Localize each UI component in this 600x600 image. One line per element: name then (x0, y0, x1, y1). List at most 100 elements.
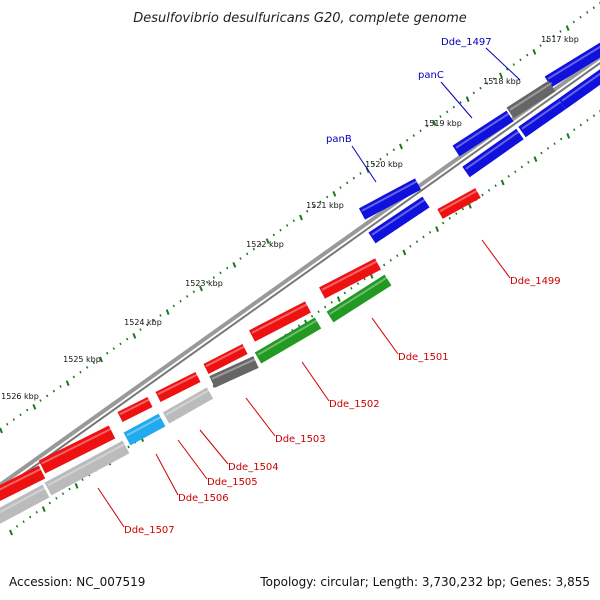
gene-arrow-highlight (509, 81, 553, 111)
tick-mark (452, 105, 456, 109)
gene-label[interactable]: panB (326, 134, 352, 145)
gene-label[interactable]: Dde_1505 (207, 477, 258, 488)
tick-mark (573, 128, 576, 132)
tick-mark (345, 181, 349, 185)
gene-arrow-highlight (0, 467, 43, 491)
tick-mark (392, 148, 396, 152)
tick-mark (465, 96, 470, 103)
gene-arrow (437, 188, 481, 219)
tick-mark (59, 385, 62, 388)
tick-mark (559, 30, 562, 33)
tick-mark (68, 487, 71, 491)
gene-arrow-highlight (119, 398, 151, 416)
tick-mark (81, 478, 84, 482)
tick-mark (22, 520, 25, 524)
tick-mark (165, 309, 170, 316)
kbp-label: 1526 kbp (1, 392, 39, 401)
tick-mark (356, 282, 360, 286)
gene-label[interactable]: Dde_1507 (124, 525, 175, 536)
label-leader (199, 429, 229, 465)
tick-mark (492, 77, 496, 81)
tick-mark (105, 351, 109, 355)
gene-arrow-highlight (47, 442, 127, 487)
tick-mark (212, 276, 216, 279)
tick-mark (586, 118, 589, 122)
tick-mark (41, 506, 46, 513)
tick-mark (132, 332, 137, 339)
tick-mark (553, 142, 556, 146)
tick-mark (422, 235, 425, 239)
tick-mark (79, 370, 82, 374)
tick-mark (343, 291, 347, 295)
label-leader (177, 439, 208, 480)
tick-mark (461, 207, 465, 211)
tick-mark (292, 219, 296, 223)
tick-mark (435, 226, 440, 233)
tick-mark (205, 280, 209, 284)
gene-label[interactable]: Dde_1501 (398, 352, 449, 363)
tick-mark (559, 137, 563, 141)
map-title: Desulfovibrio desulfuricans G20, complet… (133, 11, 467, 26)
tick-mark (540, 151, 543, 155)
tick-mark (399, 143, 403, 150)
kbp-labels: 1517 kbp 1518 kbp 1519 kbp 1520 kbp 1521 kbp… (1, 35, 579, 401)
outer-tick-ring (0, 2, 600, 434)
gene-arrow (326, 274, 392, 323)
label-leader (97, 487, 125, 528)
tick-mark (350, 286, 353, 290)
tick-mark (35, 510, 38, 514)
gene-arrow (203, 344, 248, 374)
gene-arrow (162, 387, 214, 424)
gene-label[interactable]: Dde_1502 (329, 399, 380, 410)
tick-mark (265, 238, 270, 245)
tick-mark (412, 134, 416, 137)
tick-mark (9, 529, 13, 536)
gene-label[interactable]: Dde_1503 (275, 434, 326, 445)
gene-arrow-highlight (157, 373, 199, 396)
tick-mark (572, 20, 576, 24)
gene-arrow (0, 484, 50, 524)
tick-mark (546, 146, 550, 150)
tick-mark (359, 172, 362, 175)
tick-mark (402, 249, 407, 256)
tick-mark (72, 375, 76, 379)
tick-mark (199, 285, 203, 292)
tick-mark (319, 200, 322, 204)
gene-arrow (462, 128, 524, 178)
gene-label[interactable]: panC (418, 70, 444, 81)
gene-label[interactable]: Dde_1504 (228, 462, 279, 473)
gene-label[interactable]: Dde_1506 (178, 493, 229, 504)
kbp-label: 1525 kbp (63, 355, 101, 364)
inner-tick-ring (9, 110, 600, 536)
tick-mark (525, 53, 529, 57)
gene-label[interactable]: Dde_1499 (510, 276, 561, 287)
tick-mark (212, 384, 215, 388)
gene-arrow-highlight (439, 189, 479, 213)
tick-mark (579, 15, 582, 19)
tick-mark (285, 224, 289, 227)
tick-mark (441, 221, 445, 225)
tick-mark (325, 195, 329, 199)
tick-mark (439, 115, 442, 118)
kbp-label: 1519 kbp (424, 119, 462, 128)
label-leader (351, 145, 377, 183)
gene-arrow (209, 356, 259, 388)
tick-mark (419, 129, 422, 133)
tick-mark (481, 193, 484, 197)
tick-mark (225, 266, 229, 270)
gene-label[interactable]: Dde_1497 (441, 37, 492, 48)
tick-mark (409, 244, 412, 248)
tick-mark (305, 209, 309, 213)
tick-mark (245, 252, 249, 256)
tick-mark (505, 67, 509, 71)
label-leader (485, 47, 521, 81)
gene-arrow (38, 425, 116, 474)
kbp-label: 1522 kbp (246, 240, 284, 249)
tick-mark (28, 515, 32, 519)
gene-arrow-highlight (329, 275, 389, 315)
label-leader (440, 81, 473, 119)
gene-arrow-highlight (371, 197, 427, 236)
gene-arrow (506, 80, 556, 119)
tick-mark (428, 230, 432, 234)
